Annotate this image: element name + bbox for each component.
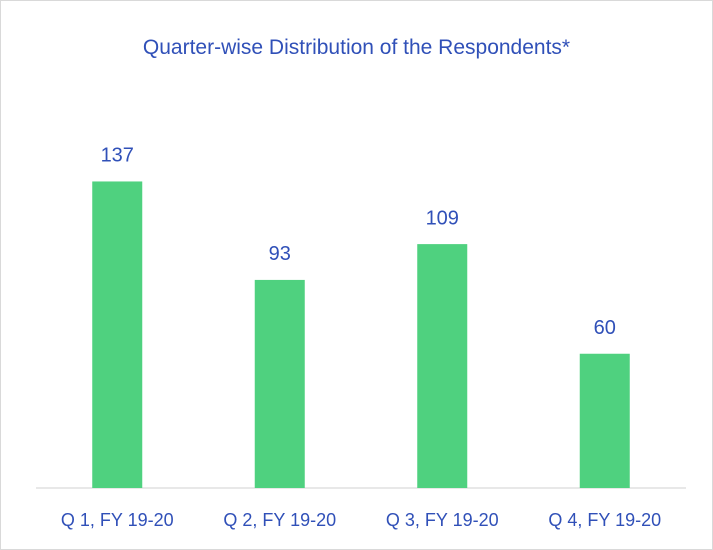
data-label: 93 [269,243,291,265]
bar [417,244,468,488]
data-label: 137 [101,145,134,167]
x-tick-label: Q 1, FY 19-20 [61,510,174,530]
x-tick-label: Q 3, FY 19-20 [386,510,499,530]
x-tick-label: Q 4, FY 19-20 [548,510,661,530]
data-label: 60 [594,317,616,339]
bar [254,279,305,488]
x-tick-label: Q 2, FY 19-20 [223,510,336,530]
bar [579,353,630,488]
data-label: 109 [426,207,459,229]
bar [92,181,143,488]
chart-title: Quarter-wise Distribution of the Respond… [142,36,571,59]
